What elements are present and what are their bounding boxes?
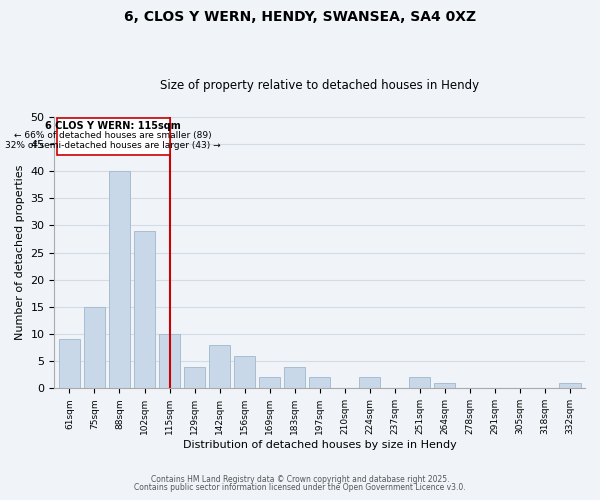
Bar [109,171,130,388]
Y-axis label: Number of detached properties: Number of detached properties [15,165,25,340]
Text: Contains public sector information licensed under the Open Government Licence v3: Contains public sector information licen… [134,484,466,492]
Bar [234,356,255,388]
Bar [84,307,105,388]
Bar [559,383,581,388]
Text: 6, CLOS Y WERN, HENDY, SWANSEA, SA4 0XZ: 6, CLOS Y WERN, HENDY, SWANSEA, SA4 0XZ [124,10,476,24]
Bar [209,345,230,389]
Bar [359,378,380,388]
Bar [159,334,180,388]
Text: 32% of semi-detached houses are larger (43) →: 32% of semi-detached houses are larger (… [5,140,221,149]
Bar [284,366,305,388]
Bar [309,378,331,388]
FancyBboxPatch shape [57,118,170,155]
Bar [59,340,80,388]
X-axis label: Distribution of detached houses by size in Hendy: Distribution of detached houses by size … [183,440,457,450]
Bar [409,378,430,388]
Bar [434,383,455,388]
Text: 6 CLOS Y WERN: 115sqm: 6 CLOS Y WERN: 115sqm [46,121,181,131]
Bar [259,378,280,388]
Bar [134,231,155,388]
Bar [184,366,205,388]
Text: Contains HM Land Registry data © Crown copyright and database right 2025.: Contains HM Land Registry data © Crown c… [151,475,449,484]
Text: ← 66% of detached houses are smaller (89): ← 66% of detached houses are smaller (89… [14,130,212,140]
Title: Size of property relative to detached houses in Hendy: Size of property relative to detached ho… [160,79,479,92]
